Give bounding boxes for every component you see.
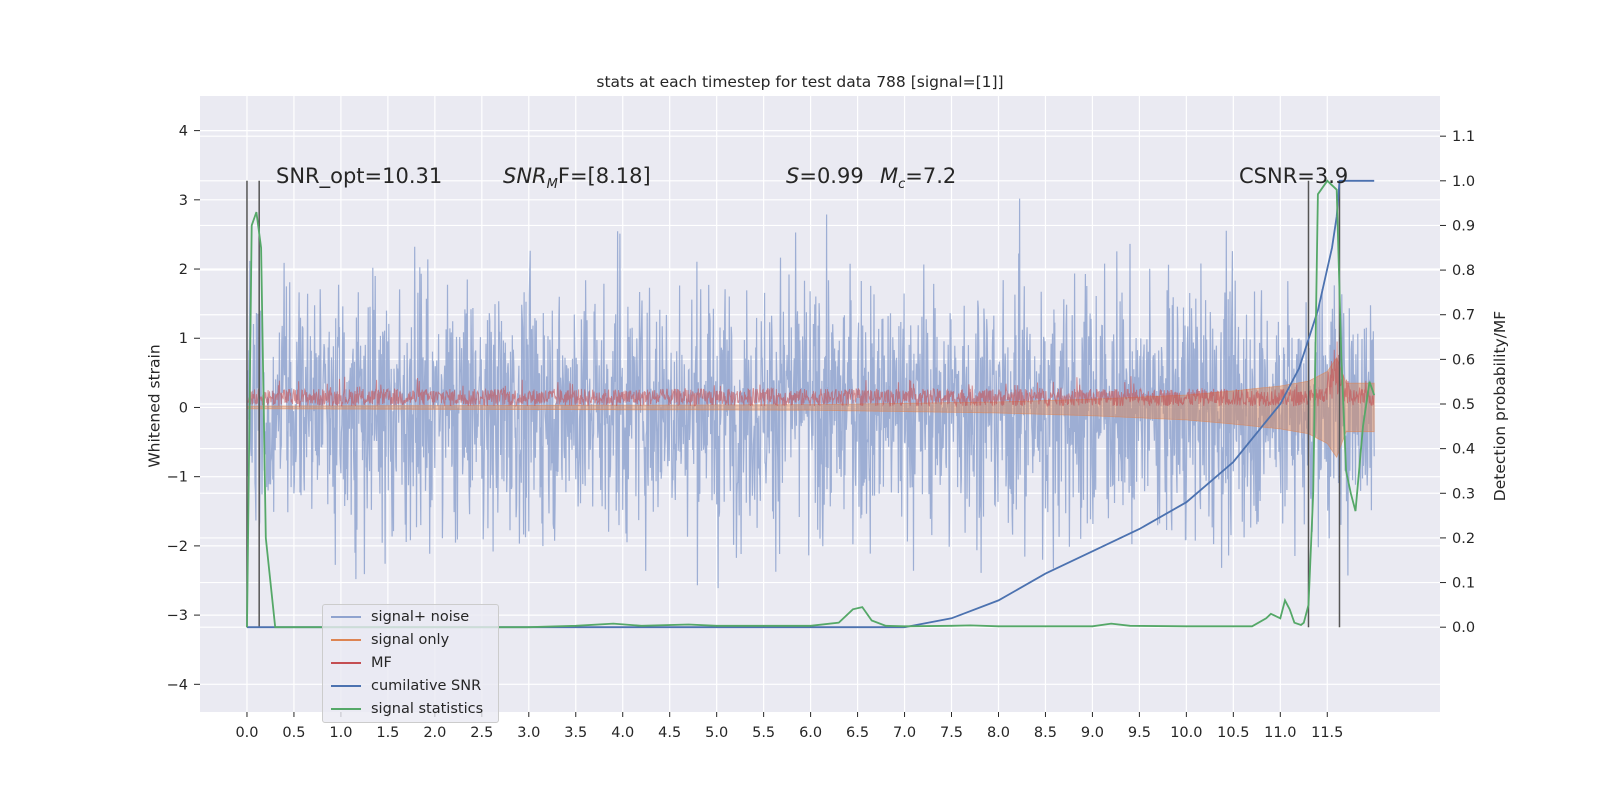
right-y-tick-label: 0.3 <box>1452 486 1475 502</box>
snr-opt-text: SNR_opt=10.31 <box>276 164 443 188</box>
vertical-markers <box>246 180 1341 628</box>
legend-item-cumulative-snr: cumilative SNR <box>331 676 481 696</box>
x-tick-label: 11.5 <box>1311 725 1343 741</box>
legend-label-cumulative-snr: cumilative SNR <box>371 678 482 694</box>
series-mf <box>246 341 1375 408</box>
legend-swatch-mf <box>331 662 361 664</box>
series-signal-plus-noise <box>246 198 1375 589</box>
left-y-tick-label: 2 <box>179 262 188 278</box>
x-tick-label: 1.0 <box>329 725 352 741</box>
left-y-tick-label: −4 <box>167 677 188 693</box>
chart-title: stats at each timestep for test data 788… <box>596 73 1004 91</box>
x-tick-label: 4.0 <box>611 725 634 741</box>
legend-swatch-cumulative-snr <box>331 685 361 687</box>
legend-swatch-signal-plus-noise <box>331 616 361 618</box>
right-y-tick-label: 0.4 <box>1452 442 1475 458</box>
right-y-tick-label: 0.1 <box>1452 576 1475 592</box>
mc-sub: c <box>898 177 906 193</box>
left-y-tick-label: −2 <box>167 539 188 555</box>
left-y-tick-label: 3 <box>179 193 188 209</box>
left-y-tick-label: 1 <box>179 331 188 347</box>
mc-value: =7.2 <box>905 164 957 188</box>
right-y-tick-label: 0.5 <box>1452 397 1475 413</box>
snr-mf-base: SNR <box>503 164 547 188</box>
x-tick-label: 6.5 <box>846 725 869 741</box>
annotation-mc: Mc=7.2 <box>880 164 956 192</box>
annotation-s: S=0.99 <box>786 164 864 188</box>
left-y-tick-label: 4 <box>179 124 188 140</box>
annotation-snr-mf: SNRMF=[8.18] <box>503 164 651 192</box>
left-y-tick-labels: 4 3 2 1 0 −1 −2 −3 −4 <box>167 124 200 693</box>
x-tick-label: 4.5 <box>658 725 681 741</box>
annotation-csnr: CSNR=3.9 <box>1239 164 1348 188</box>
left-y-axis-label: Whitened strain <box>145 344 164 468</box>
legend-item-mf: MF <box>331 653 392 673</box>
right-y-axis-label: Detection probability/MF <box>1491 310 1510 502</box>
series-signal-only <box>246 356 1375 459</box>
legend-label-signal-only: signal only <box>371 632 450 648</box>
x-tick-label: 9.0 <box>1081 725 1104 741</box>
right-y-tick-label: 0.0 <box>1452 620 1475 636</box>
series-cumulative-snr <box>247 179 1375 629</box>
right-y-tick-label: 1.1 <box>1452 129 1475 145</box>
right-y-tick-label: 0.7 <box>1452 308 1475 324</box>
x-tick-label: 3.0 <box>517 725 540 741</box>
legend-item-signal-only: signal only <box>331 630 449 650</box>
legend-swatch-signal-statistics <box>331 708 361 710</box>
x-tick-label: 10.5 <box>1217 725 1249 741</box>
x-tick-label: 2.5 <box>470 725 493 741</box>
left-y-tick-label: −3 <box>167 608 188 624</box>
csnr-text: CSNR=3.9 <box>1239 164 1349 188</box>
x-tick-label: 8.5 <box>1034 725 1057 741</box>
x-tick-labels: 0.0 0.5 1.0 1.5 2.0 2.5 3.0 3.5 4.0 4.5 5.0 5.5 6.0 6… <box>235 712 1343 741</box>
right-y-tick-label: 0.8 <box>1452 263 1475 279</box>
x-tick-label: 5.0 <box>705 725 728 741</box>
x-tick-label: 7.5 <box>940 725 963 741</box>
right-y-tick-labels: 1.1 1.0 0.9 0.8 0.7 0.6 0.5 0.4 0.3 0.2 0.1 0.0 <box>1440 129 1475 636</box>
legend: signal+ noise signal only MF cumilative … <box>322 604 499 723</box>
x-tick-label: 1.5 <box>376 725 399 741</box>
s-value: =0.99 <box>799 164 864 188</box>
mc-base: M <box>880 164 899 188</box>
x-tick-label: 11.0 <box>1264 725 1296 741</box>
x-tick-label: 7.0 <box>893 725 916 741</box>
legend-item-signal-plus-noise: signal+ noise <box>331 607 469 627</box>
right-y-tick-label: 0.6 <box>1452 352 1475 368</box>
right-y-tick-label: 1.0 <box>1452 174 1475 190</box>
x-tick-label: 0.5 <box>282 725 305 741</box>
snr-mf-sub: M <box>546 177 558 193</box>
s-label: S <box>786 164 800 188</box>
left-y-tick-label: −1 <box>167 470 188 486</box>
legend-label-signal-statistics: signal statistics <box>371 701 484 717</box>
legend-label-signal-plus-noise: signal+ noise <box>371 609 470 625</box>
x-tick-label: 5.5 <box>752 725 775 741</box>
snr-mf-rest: F=[8.18] <box>557 164 651 188</box>
x-tick-label: 3.5 <box>564 725 587 741</box>
left-y-tick-label: 0 <box>179 400 188 416</box>
annotation-snr-opt: SNR_opt=10.31 <box>276 164 442 188</box>
x-tick-label: 6.0 <box>799 725 822 741</box>
right-y-tick-label: 0.2 <box>1452 531 1475 547</box>
x-tick-label: 2.0 <box>423 725 446 741</box>
x-tick-label: 8.0 <box>987 725 1010 741</box>
legend-label-mf: MF <box>371 655 392 671</box>
right-y-tick-label: 0.9 <box>1452 218 1475 234</box>
legend-swatch-signal-only <box>331 639 361 641</box>
legend-item-signal-statistics: signal statistics <box>331 699 483 719</box>
x-tick-label: 0.0 <box>235 725 258 741</box>
x-tick-label: 10.0 <box>1170 725 1202 741</box>
x-tick-label: 9.5 <box>1128 725 1151 741</box>
